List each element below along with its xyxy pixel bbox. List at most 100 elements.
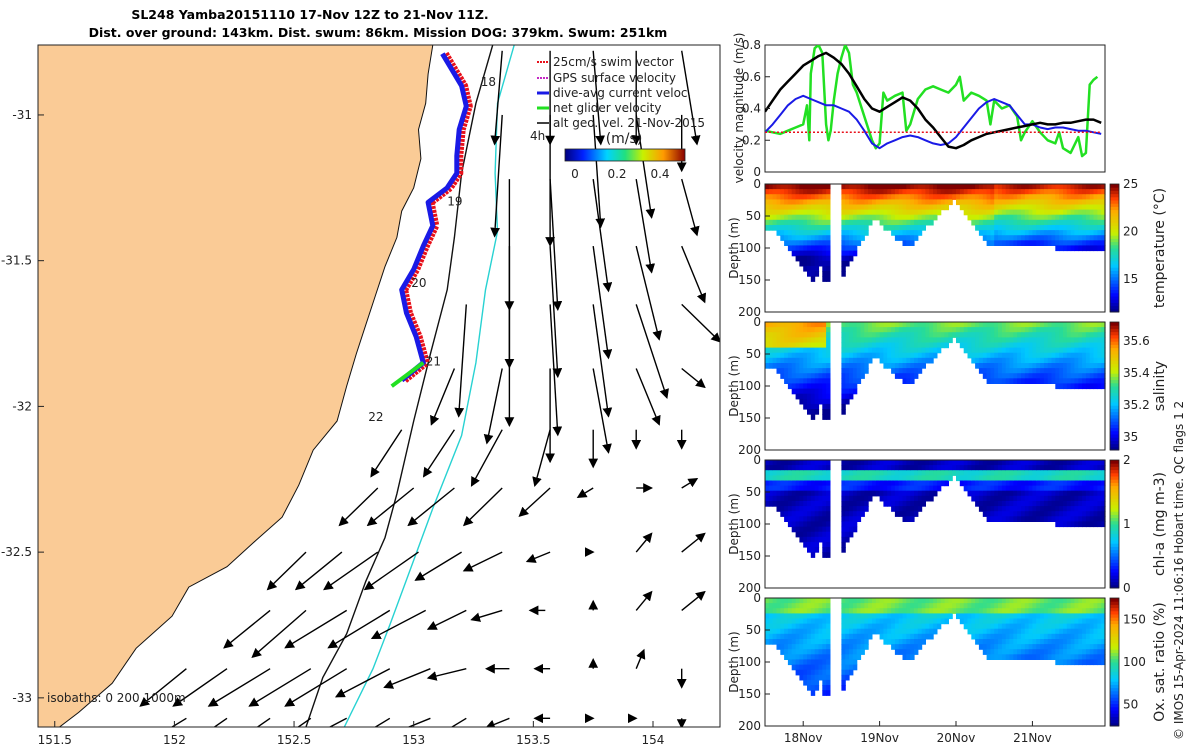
- chla-cell: [971, 490, 976, 497]
- salinity-cell: [1028, 378, 1033, 384]
- temperature-cell: [1013, 230, 1018, 236]
- oxygen-cell: [822, 598, 827, 604]
- chla-cell: [872, 470, 877, 476]
- oxygen-cell: [1097, 649, 1102, 655]
- salinity-colorbar-step: [1110, 427, 1119, 432]
- oxygen-cell: [784, 608, 789, 614]
- temperature-cell: [879, 219, 884, 226]
- chla-cell: [1093, 506, 1098, 512]
- chla-cell: [994, 490, 999, 497]
- temperature-cell: [864, 194, 869, 200]
- salinity-cell: [845, 398, 850, 405]
- temperature-cell: [1009, 184, 1014, 190]
- temperature-cell: [807, 214, 812, 221]
- chla-cell: [1070, 485, 1075, 492]
- oxygen-cell: [894, 628, 900, 635]
- salinity-cell: [998, 363, 1003, 369]
- temperature-cell: [956, 199, 961, 206]
- chla-cell: [803, 511, 808, 517]
- temperature-cell: [1097, 194, 1102, 200]
- salinity-cell: [860, 337, 865, 344]
- oxygen-cell: [868, 633, 873, 640]
- salinity-cell: [784, 357, 789, 364]
- salinity-cell: [986, 368, 991, 374]
- temperature-cell: [1078, 240, 1083, 246]
- salinity-cell: [1047, 368, 1053, 374]
- oxygen-cell: [990, 613, 995, 620]
- chla-cell: [936, 480, 942, 487]
- chla-colorbar-step: [1110, 488, 1119, 493]
- oxygen-cell: [1028, 623, 1033, 630]
- oxygen-cell: [768, 633, 774, 640]
- oxygen-cell: [852, 618, 858, 625]
- temperature-cell: [978, 225, 984, 231]
- salinity-cell: [860, 357, 865, 364]
- salinity-cell: [879, 332, 884, 338]
- temperature-cell: [1070, 235, 1075, 241]
- salinity-cell: [906, 352, 911, 359]
- chla-cell: [810, 552, 816, 558]
- temperature-cell: [791, 194, 797, 200]
- oxygen-cell: [936, 603, 942, 609]
- oxygen-cell: [849, 654, 854, 660]
- oxygen-xtick-0: 18Nov: [784, 731, 823, 745]
- salinity-cell: [841, 342, 846, 349]
- temperature-cell: [1009, 209, 1014, 216]
- salinity-cell: [1059, 383, 1064, 390]
- salinity-cell: [787, 342, 793, 349]
- temperature-cell: [982, 235, 988, 241]
- salinity-cell: [898, 347, 904, 354]
- temperature-cell: [1005, 194, 1011, 200]
- oxygen-cell: [891, 623, 896, 630]
- salinity-cell: [879, 337, 884, 344]
- chla-cell: [1005, 475, 1011, 482]
- oxygen-cell: [780, 644, 785, 650]
- temperature-cell: [1047, 230, 1053, 236]
- chla-cell: [849, 516, 854, 522]
- geo-vector-68: [139, 668, 187, 707]
- salinity-cell: [810, 409, 816, 415]
- chla-cell: [1009, 485, 1014, 492]
- temperature-cell: [1093, 204, 1098, 211]
- chla-cell: [1070, 480, 1075, 487]
- temperature-cell: [994, 214, 999, 221]
- chla-cell: [906, 516, 911, 522]
- oxygen-cell: [898, 608, 904, 614]
- oxygen-cell: [803, 664, 808, 671]
- oxygen-cell: [1005, 613, 1011, 620]
- oxygen-cell: [1074, 598, 1079, 604]
- chla-cell: [868, 490, 873, 497]
- oxygen-cell: [1009, 613, 1014, 620]
- temperature-cell: [849, 235, 854, 241]
- salinity-cell: [1005, 378, 1011, 384]
- chla-cell: [872, 490, 877, 497]
- chla-cell: [1005, 511, 1011, 517]
- oxygen-cell: [795, 628, 800, 635]
- oxygen-cell: [1005, 598, 1011, 604]
- temperature-cell: [1024, 184, 1030, 190]
- temperature-cell: [925, 214, 930, 221]
- chla-colorbar-step: [1110, 556, 1119, 560]
- chla-cell: [1063, 495, 1068, 502]
- temperature-cell: [1101, 225, 1106, 231]
- salinity-cell: [803, 322, 808, 328]
- oxygen-cell: [1013, 639, 1018, 645]
- chla-cell: [818, 511, 823, 517]
- salinity-cell: [864, 322, 869, 328]
- salinity-cell: [1063, 347, 1068, 354]
- temperature-cell: [998, 235, 1003, 241]
- oxygen-cell: [906, 639, 911, 645]
- chla-cell: [852, 490, 858, 497]
- oxygen-cell: [990, 623, 995, 630]
- oxygen-cell: [1032, 623, 1037, 630]
- temperature-cell: [986, 189, 991, 195]
- temperature-cell: [845, 250, 850, 257]
- salinity-cell: [1001, 322, 1007, 328]
- chla-ylabel: Depth (m): [727, 493, 741, 554]
- chla-cell: [998, 495, 1003, 502]
- temperature-cell: [1013, 219, 1018, 226]
- temperature-cell: [1097, 230, 1102, 236]
- oxygen-cell: [975, 613, 980, 620]
- temperature-cell: [1078, 235, 1083, 241]
- salinity-cell: [959, 327, 965, 333]
